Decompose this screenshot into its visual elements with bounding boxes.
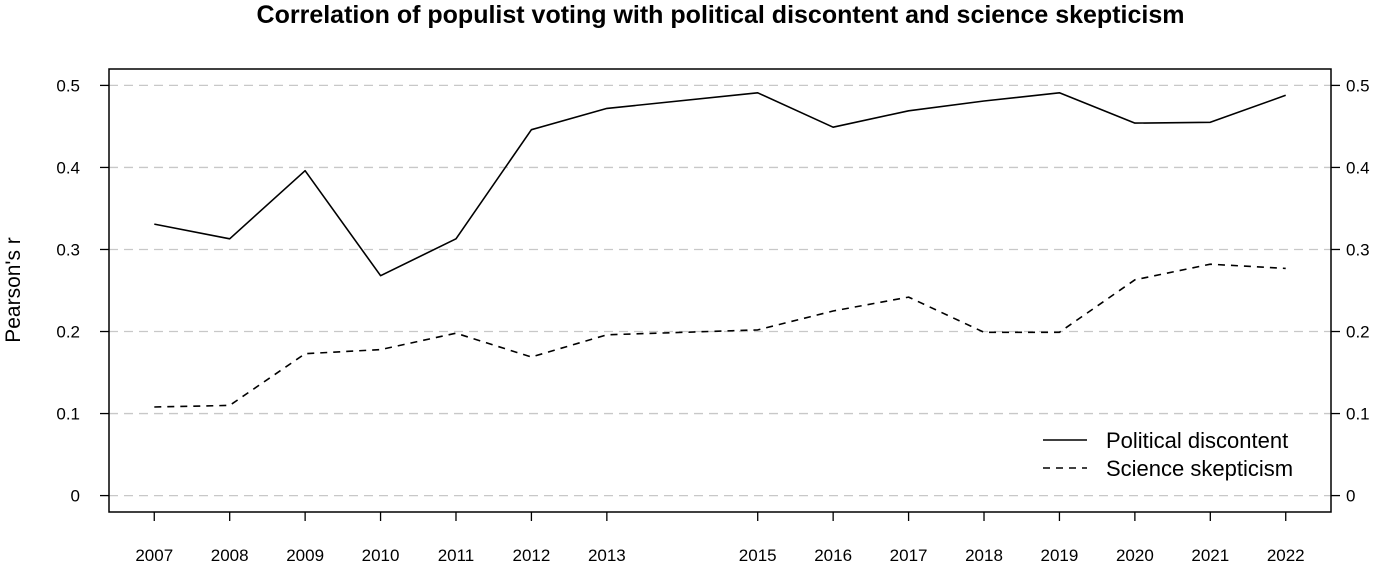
chart-title: Correlation of populist voting with poli… — [256, 1, 1185, 29]
x-tick-label: 2018 — [965, 546, 1003, 565]
y-tick-label-right: 0.5 — [1346, 76, 1370, 95]
x-tick-label: 2009 — [286, 546, 324, 565]
x-tick-label: 2020 — [1116, 546, 1154, 565]
y-tick-label: 0.2 — [56, 323, 80, 342]
x-tick-label: 2015 — [739, 546, 777, 565]
y-tick-label-right: 0.4 — [1346, 158, 1370, 177]
plot-frame — [108, 68, 1332, 513]
y-axis-right: 0 0.1 0.2 0.3 0.4 0.5 — [1331, 76, 1370, 506]
y-tick-label: 0.5 — [56, 76, 80, 95]
y-tick-label: 0.3 — [56, 240, 80, 259]
x-tick-label: 2013 — [588, 546, 626, 565]
x-tick-label: 2012 — [513, 546, 551, 565]
legend-label-science-skepticism: Science skepticism — [1106, 456, 1293, 481]
y-tick-label-right: 0.3 — [1346, 240, 1370, 259]
series-line-science-skepticism — [154, 263, 1286, 408]
x-tick-label: 2010 — [362, 546, 400, 565]
legend: Political discontent Science skepticism — [1043, 428, 1293, 481]
x-tick-label: 2008 — [211, 546, 249, 565]
x-tick-label: 2017 — [890, 546, 928, 565]
x-tick-label: 2021 — [1191, 546, 1229, 565]
x-tick-label: 2019 — [1041, 546, 1079, 565]
x-tick-label: 2007 — [135, 546, 173, 565]
series-lines — [154, 92, 1286, 408]
y-axis-left: 0 0.1 0.2 0.3 0.4 0.5 — [56, 76, 109, 506]
y-tick-label-right: 0.2 — [1346, 323, 1370, 342]
y-axis-title: Pearson's r — [2, 237, 25, 343]
legend-label-political-discontent: Political discontent — [1106, 428, 1288, 453]
x-tick-label: 2011 — [438, 546, 475, 565]
x-axis: 2007 2008 2009 2010 2011 2012 2013 2015 2016 2017… — [135, 512, 1305, 565]
gridlines — [109, 84, 1331, 497]
x-tick-label: 2022 — [1267, 546, 1305, 565]
y-tick-label: 0 — [71, 487, 80, 506]
series-line-political-discontent — [154, 92, 1286, 277]
y-tick-label-right: 0.1 — [1346, 405, 1370, 424]
y-tick-label: 0.4 — [56, 158, 80, 177]
x-tick-label: 2016 — [814, 546, 852, 565]
y-tick-label: 0.1 — [56, 405, 80, 424]
y-tick-label-right: 0 — [1346, 487, 1355, 506]
